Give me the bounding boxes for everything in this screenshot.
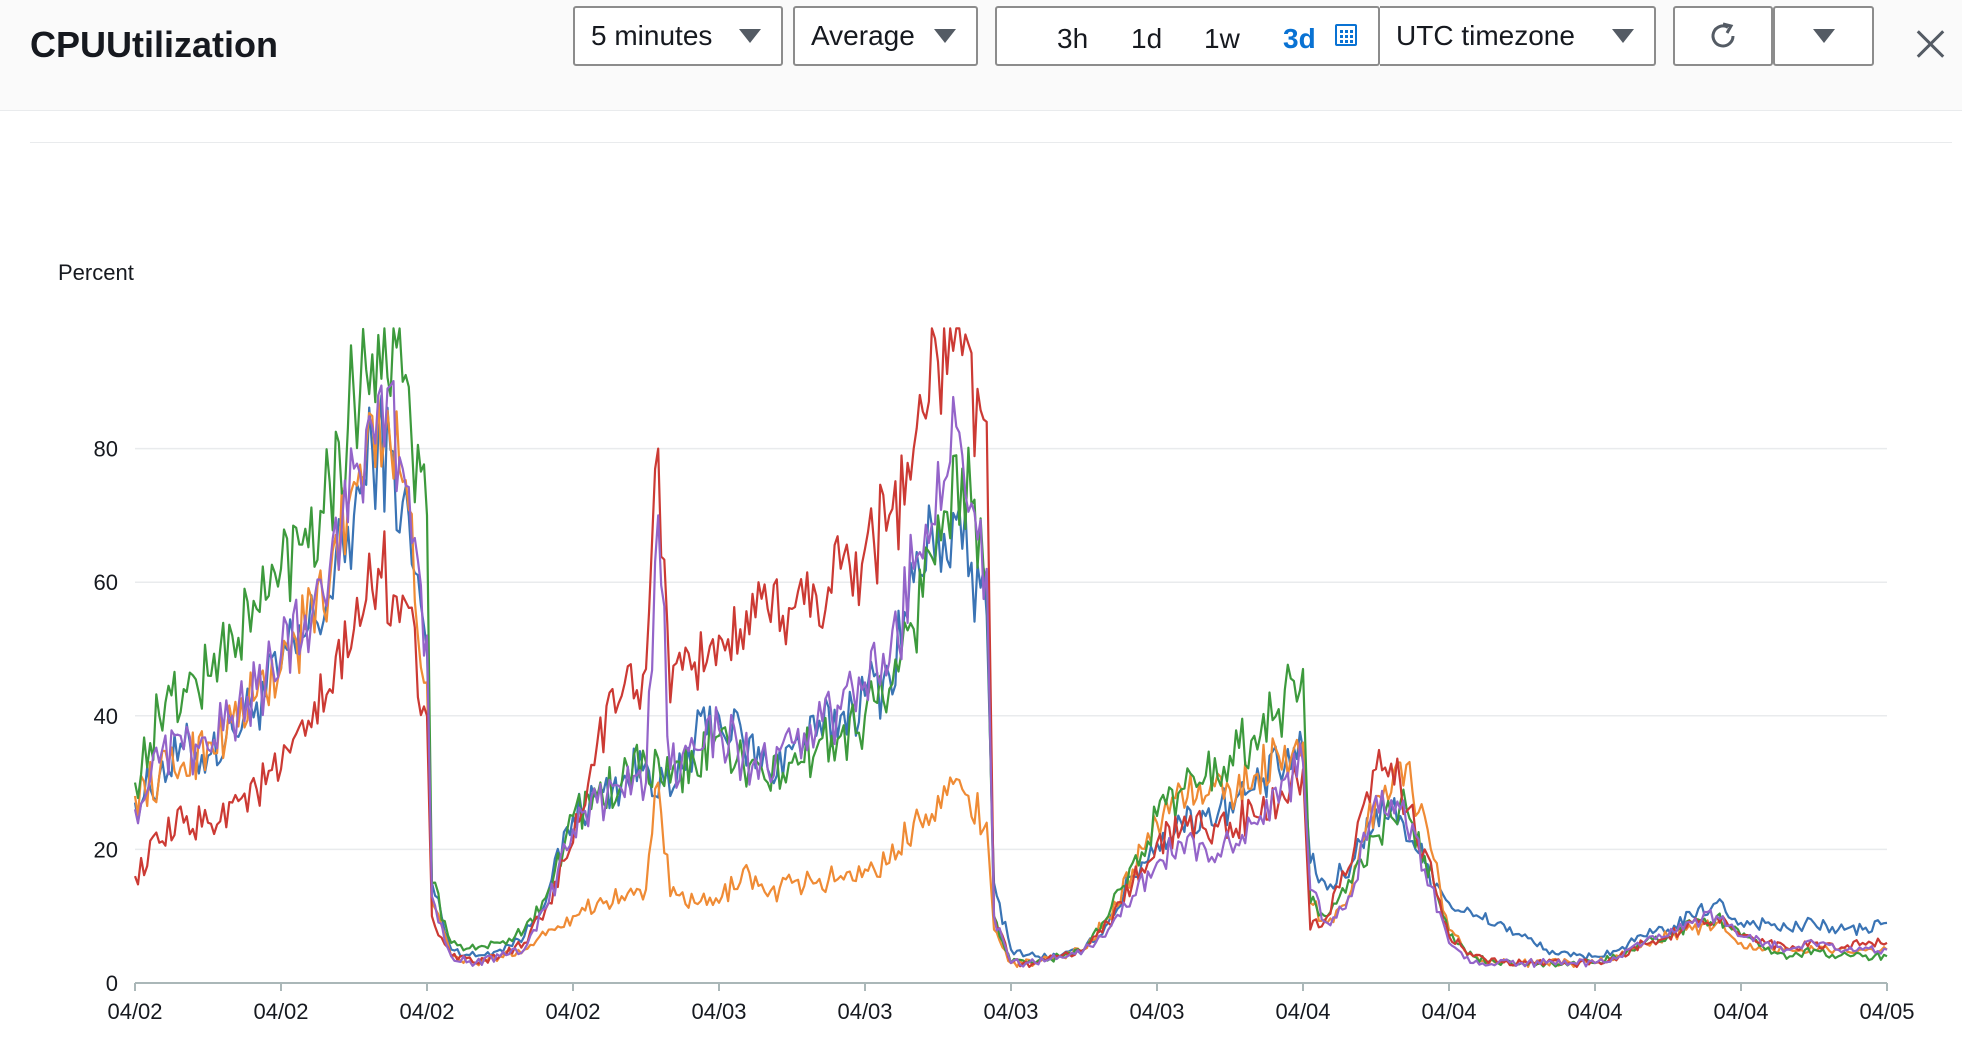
x-tick-label: 04/05 [1859,999,1914,1024]
caret-down-icon [934,29,956,43]
divider [30,142,1952,143]
caret-down-icon [1612,29,1634,43]
range-1w[interactable]: 1w [1204,23,1240,54]
y-axis-label: Percent [58,260,134,285]
calendar-icon[interactable] [1335,24,1357,46]
actions-dropdown[interactable] [1773,6,1874,66]
x-tick-label: 04/04 [1567,999,1622,1024]
x-tick-label: 04/02 [253,999,308,1024]
x-tick-label: 04/04 [1275,999,1330,1024]
y-tick-label: 60 [94,570,118,595]
x-tick-label: 04/03 [1129,999,1184,1024]
x-tick-label: 04/03 [691,999,746,1024]
series-line [133,380,1888,968]
y-tick-label: 80 [94,437,118,462]
x-tick-label: 04/03 [837,999,892,1024]
period-value: 5 minutes [591,20,713,51]
widget-header: CPUUtilization 5 minutes Average 3h 1d 1… [0,0,1962,111]
period-dropdown[interactable]: 5 minutes [573,6,783,66]
y-tick-label: 0 [106,971,118,996]
y-tick-label: 40 [94,704,118,729]
y-tick-label: 20 [94,837,118,862]
x-tick-label: 04/02 [399,999,454,1024]
caret-down-icon [739,29,761,43]
timezone-value: UTC timezone [1396,20,1575,51]
time-range-selector: 3h 1d 1w 3d [995,6,1380,66]
refresh-icon [1711,22,1735,48]
x-tick-label: 04/04 [1713,999,1768,1024]
caret-down-icon [1812,29,1835,43]
x-tick-label: 04/03 [983,999,1038,1024]
x-tick-label: 04/02 [107,999,162,1024]
refresh-button[interactable] [1673,6,1773,66]
statistic-dropdown[interactable]: Average [793,6,978,66]
x-tick-label: 04/02 [545,999,600,1024]
range-1d[interactable]: 1d [1131,23,1163,54]
range-3h[interactable]: 3h [1057,23,1089,54]
range-3d[interactable]: 3d [1283,23,1316,54]
x-tick-label: 04/04 [1421,999,1476,1024]
statistic-value: Average [811,20,915,51]
timezone-dropdown[interactable]: UTC timezone [1380,6,1656,66]
metric-title: CPUUtilization [30,24,278,65]
